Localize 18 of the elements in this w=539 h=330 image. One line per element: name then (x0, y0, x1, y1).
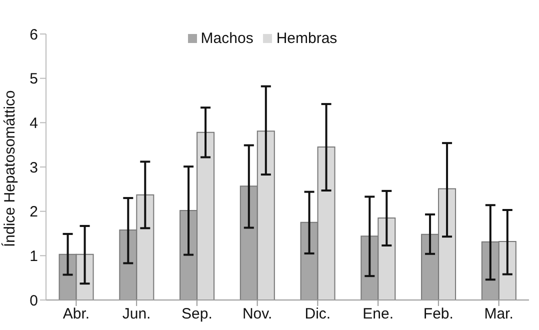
legend-label: Machos (200, 30, 254, 47)
y-tick-label: 5 (30, 70, 38, 88)
x-tick-label: Abr. (62, 306, 90, 323)
x-tick-label: Sep. (182, 306, 212, 323)
x-tick-label: Feb. (423, 306, 454, 323)
y-tick-label: 4 (30, 114, 38, 132)
x-tick-label: Jun. (122, 306, 151, 323)
y-tick-label: 1 (30, 248, 38, 265)
y-tick-label: 2 (30, 204, 38, 221)
x-tick-label: Mar. (484, 306, 514, 323)
x-tick-label: Nov. (242, 306, 272, 323)
y-tick-label: 6 (30, 26, 38, 44)
y-tick-label: 0 (30, 292, 38, 310)
y-tick-label: 3 (30, 159, 38, 176)
legend-label: Hembras (276, 30, 338, 47)
x-tick-label: Dic. (304, 306, 331, 323)
y-axis-title: Índice Hepatosomáttico (0, 90, 18, 247)
x-tick-label: Ene. (362, 306, 394, 323)
